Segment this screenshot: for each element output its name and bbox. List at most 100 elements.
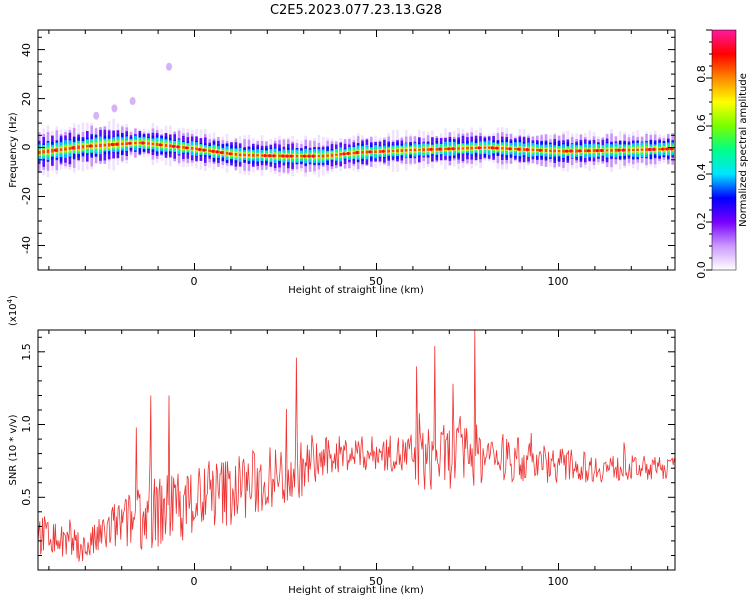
snr-tick-marks: [38, 330, 675, 570]
spec-ytick-label-0: 0: [20, 144, 33, 151]
spectrogram-cell: [391, 149, 395, 152]
spectrogram-cell: [435, 147, 439, 151]
spectrogram-cell: [575, 149, 578, 153]
spectrogram-cell: [38, 150, 41, 155]
spectrogram-peak-dot: [115, 142, 119, 146]
spectrogram-peak-dot: [665, 147, 669, 151]
spectrogram-cell: [422, 148, 425, 152]
spectrogram-cell: [553, 149, 556, 153]
spectrogram-cell: [321, 154, 325, 158]
spectrogram-peak-dot: [564, 149, 569, 153]
spectrogram-peak-dot: [538, 148, 542, 152]
snr-ytick-label-10: 1.0: [20, 415, 33, 433]
spectrogram-panel: 0 50 100 Height of straight line (km) -4…: [8, 29, 676, 296]
spectrogram-cell: [208, 149, 211, 153]
spec-ytick-label-m20: -20: [20, 187, 33, 205]
spectrogram-cell: [125, 142, 128, 145]
snr-series-line: [37, 329, 676, 562]
spectrogram-cell: [632, 149, 635, 151]
snr-marks: [37, 329, 676, 562]
spectrogram-peak-dot: [302, 154, 306, 158]
spectrogram-cell: [610, 149, 613, 152]
snr-scale-exponent: 4: [6, 298, 14, 303]
spectrogram-cell: [474, 146, 478, 149]
colorbar-label: Normalized spectral amplitude: [738, 73, 749, 227]
spectrogram-peak-dot: [569, 149, 573, 153]
spectrogram-peak-dot: [215, 150, 219, 154]
spectrogram-cell: [514, 148, 517, 150]
spectrogram-cell: [470, 146, 473, 150]
spectrogram-cell: [330, 153, 334, 157]
spectrogram-cell: [64, 147, 67, 151]
spectrogram-cell: [77, 145, 80, 150]
spectrogram-peak-dot: [599, 148, 604, 153]
spectrogram-cell: [645, 148, 648, 152]
spectrogram-peak-dot: [171, 144, 175, 148]
spectrogram-cell: [234, 153, 238, 156]
spectrogram-cell: [584, 149, 587, 153]
spectrogram-peak-dot: [272, 154, 276, 158]
snr-scale-prefix: (x10: [8, 303, 19, 326]
spectrogram-cell: [501, 147, 504, 150]
spectrogram-peak-dot: [595, 149, 599, 153]
snr-xtick-label-100: 100: [548, 575, 569, 588]
spectrogram-cell: [107, 143, 111, 147]
spec-xtick-label-100: 100: [548, 275, 569, 288]
spectrogram-cell: [59, 148, 63, 152]
spectrogram-cell: [418, 148, 421, 151]
spec-xaxis-label: Height of straight line (km): [288, 285, 424, 296]
spectrogram-cell: [247, 153, 251, 157]
spectrogram-cell: [256, 154, 259, 157]
spectrogram-cell: [121, 142, 124, 146]
spectrogram-cell: [238, 153, 242, 157]
spectrogram-cell: [252, 153, 255, 157]
spectrogram-outlier-patch: [129, 97, 136, 106]
spectrogram-cell: [225, 151, 229, 155]
spectrogram-peak-dot: [578, 149, 582, 153]
spectrogram-peak-dot: [128, 141, 132, 145]
spectrogram-cell: [562, 149, 565, 153]
spectrogram-peak-dot: [586, 149, 591, 153]
spec-ytick-label-40: 40: [20, 43, 33, 57]
spectrogram-cell: [147, 142, 150, 145]
spectrogram-cell: [51, 148, 54, 153]
spectrogram-cell: [409, 149, 412, 152]
snr-frame: [37, 329, 676, 571]
spectrogram-peak-dot: [346, 151, 350, 156]
spectrogram-cell: [614, 148, 618, 152]
spectrogram-peak-dot: [281, 154, 285, 158]
spec-xtick-label-50: 50: [369, 275, 383, 288]
spectrogram-peak-dot: [661, 147, 665, 151]
spectrogram-cell: [339, 153, 342, 156]
spectrogram-peak-dot: [647, 147, 652, 152]
spectrogram-peak-dot: [355, 151, 359, 155]
colorbar-tick-label-0: 0.0: [695, 261, 708, 279]
spectrogram-cell: [487, 146, 491, 149]
spectrogram-cell: [400, 149, 404, 152]
spectrogram-cell: [413, 148, 417, 152]
spectrogram-cell: [605, 149, 609, 152]
spectrogram-cell: [404, 149, 408, 152]
colorbar-tick-label-2: 0.4: [695, 163, 708, 181]
spectrogram-cell: [317, 155, 321, 158]
spectrogram-cell: [544, 149, 548, 152]
spectrogram-peak-dot: [53, 148, 58, 152]
spectrogram-peak-dot: [219, 151, 224, 155]
spectrogram-cell: [531, 148, 535, 151]
spectrogram-frame: [37, 29, 676, 271]
figure-title: C2E5.2023.077.23.13.G28: [270, 3, 442, 18]
spec-ytick-label-20: 20: [20, 92, 33, 106]
spectrogram-cell: [94, 144, 98, 147]
spectrogram-cell: [300, 154, 303, 158]
spectrogram-peak-dot: [198, 147, 202, 152]
spectrogram-peak-dot: [368, 150, 372, 154]
spectrogram-cell: [182, 146, 185, 149]
spectrogram-peak-dot: [158, 143, 162, 147]
snr-ytick-label-05: 0.5: [20, 488, 33, 506]
snr-xtick-label-0: 0: [191, 575, 198, 588]
spectrogram-peak-dot: [88, 144, 92, 148]
spectrogram-cell: [522, 148, 526, 151]
spectrogram-marks: [38, 62, 674, 178]
spectrogram-cell: [68, 147, 72, 150]
